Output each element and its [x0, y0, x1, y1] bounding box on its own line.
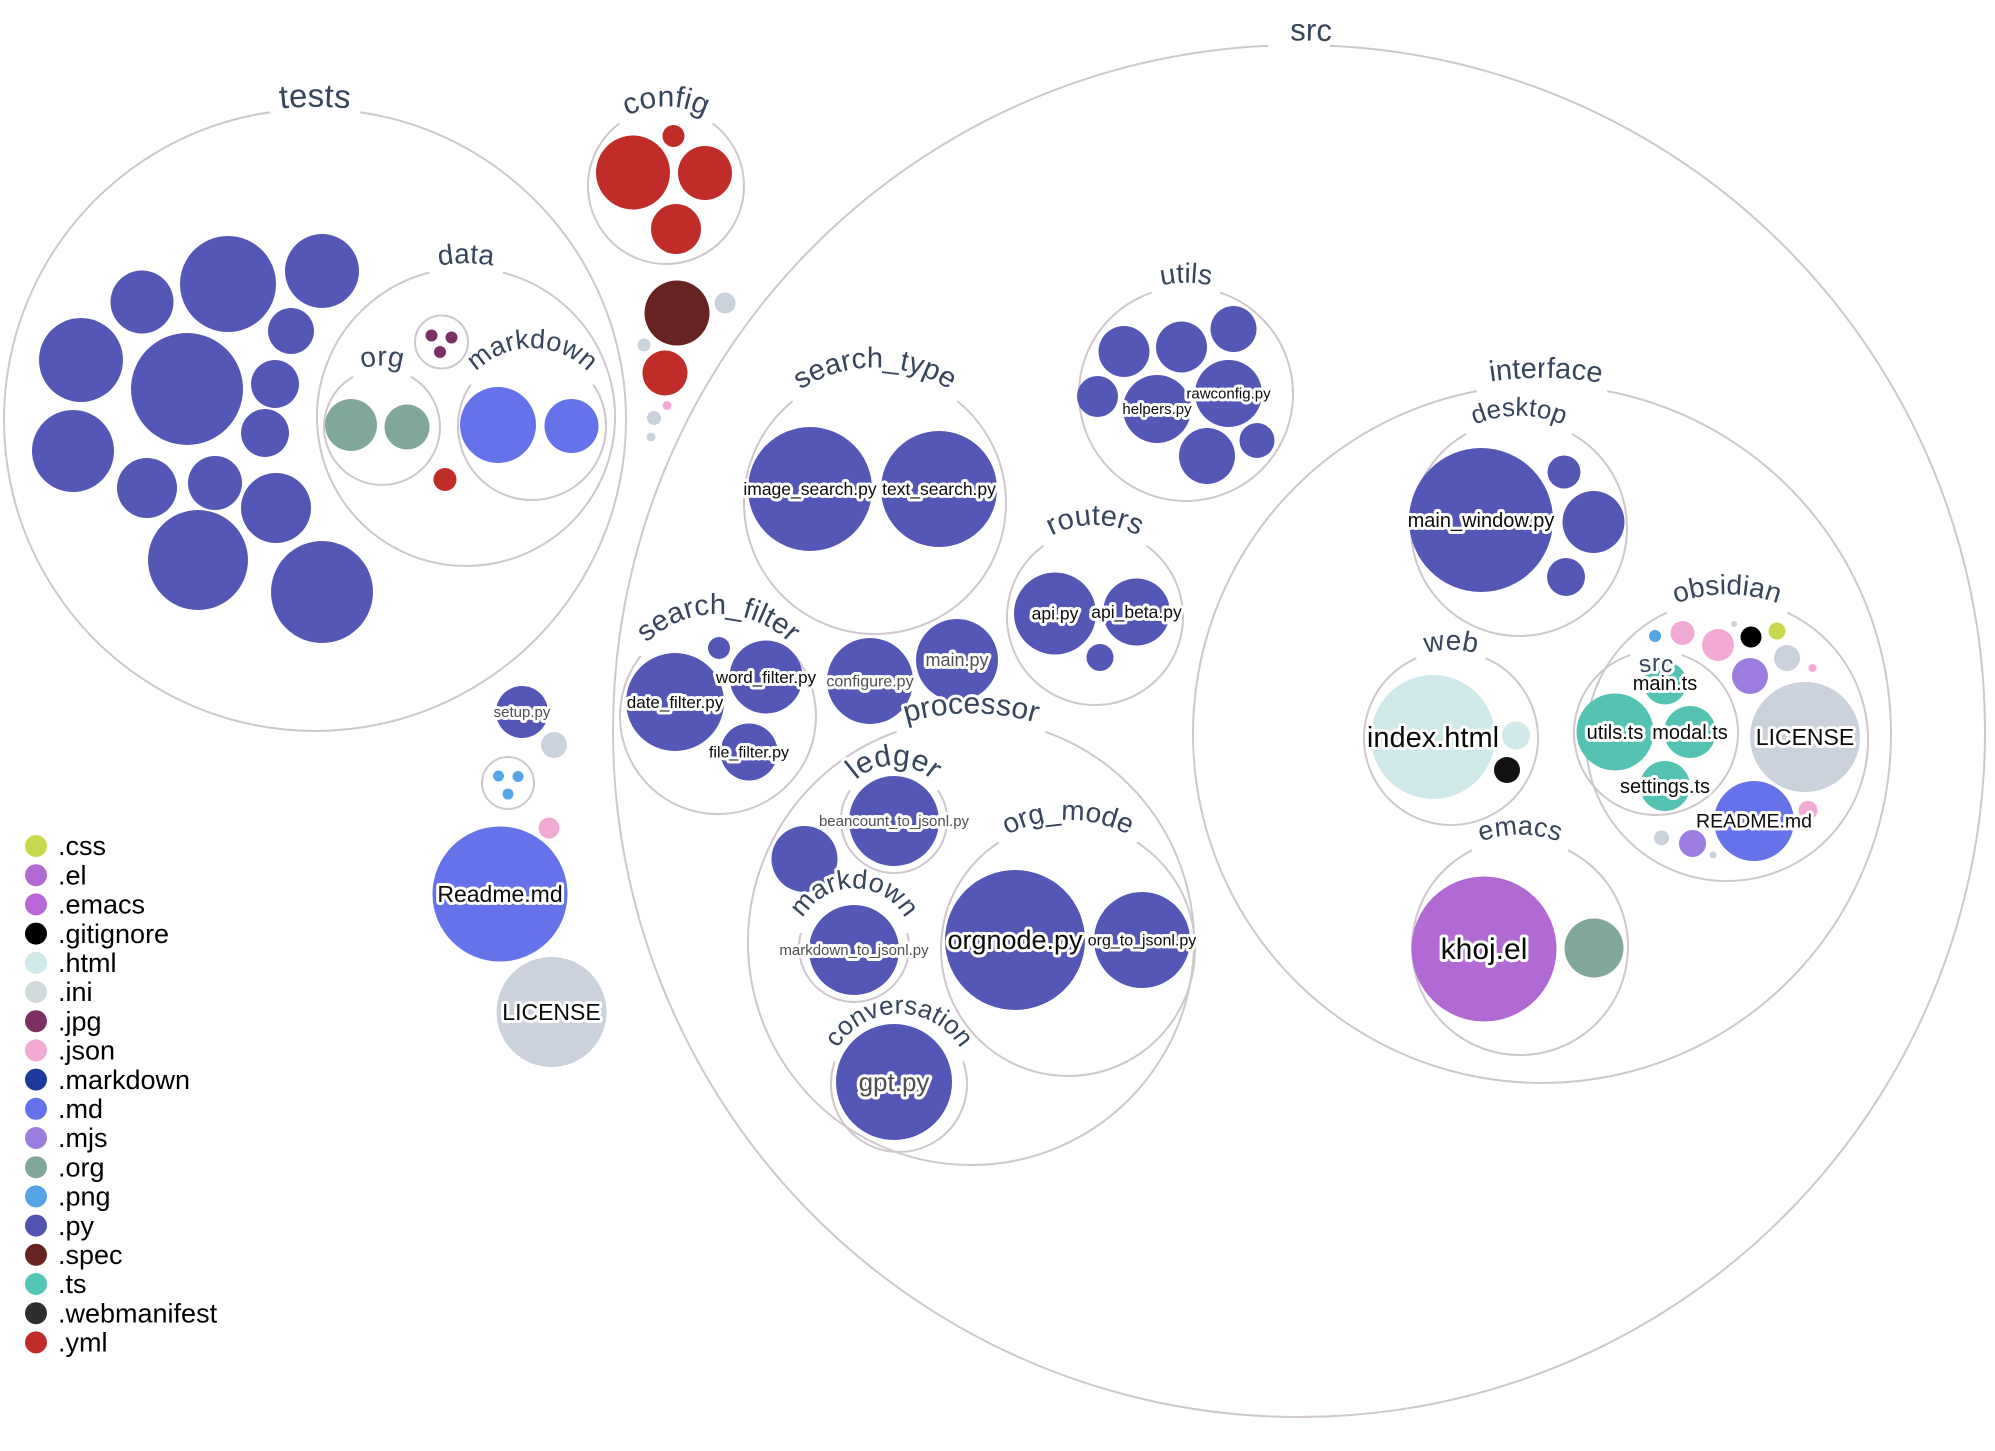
- svg-text:web: web: [1420, 625, 1481, 659]
- svg-text:.md: .md: [58, 1094, 103, 1124]
- svg-text:.ini: .ini: [58, 977, 93, 1007]
- svg-text:LICENSE: LICENSE: [1756, 724, 1854, 750]
- svg-text:.css: .css: [58, 831, 106, 861]
- svg-text:.html: .html: [58, 948, 117, 978]
- svg-text:org_to_jsonl.py: org_to_jsonl.py: [1088, 932, 1197, 949]
- svg-text:.emacs: .emacs: [58, 890, 145, 920]
- svg-text:api.py: api.py: [1032, 603, 1079, 623]
- svg-text:main.py: main.py: [925, 650, 988, 670]
- svg-text:.webmanifest: .webmanifest: [58, 1298, 218, 1328]
- svg-text:.mjs: .mjs: [58, 1123, 108, 1153]
- svg-text:settings.ts: settings.ts: [1620, 776, 1710, 798]
- svg-text:main_window.py: main_window.py: [1408, 510, 1555, 532]
- svg-text:.spec: .spec: [58, 1240, 123, 1270]
- svg-text:.el: .el: [58, 860, 87, 890]
- svg-text:index.html: index.html: [1367, 722, 1499, 754]
- svg-text:interface: interface: [1487, 353, 1605, 390]
- svg-text:main.ts: main.ts: [1633, 673, 1697, 695]
- svg-text:configure.py: configure.py: [826, 673, 913, 690]
- svg-text:.yml: .yml: [58, 1328, 108, 1358]
- svg-text:file_filter.py: file_filter.py: [709, 744, 789, 761]
- svg-text:Readme.md: Readme.md: [437, 881, 562, 907]
- svg-text:.gitignore: .gitignore: [58, 919, 169, 949]
- svg-text:text_search.py: text_search.py: [882, 479, 996, 500]
- svg-text:khoj.el: khoj.el: [1441, 933, 1528, 966]
- svg-text:.png: .png: [58, 1182, 111, 1212]
- svg-text:.org: .org: [58, 1152, 105, 1182]
- svg-text:src: src: [1290, 12, 1332, 48]
- svg-text:orgnode.py: orgnode.py: [947, 925, 1083, 955]
- svg-text:beancount_to_jsonl.py: beancount_to_jsonl.py: [819, 813, 970, 830]
- svg-text:.ts: .ts: [58, 1269, 87, 1299]
- svg-text:utils.ts: utils.ts: [1587, 722, 1644, 744]
- svg-text:utils: utils: [1157, 258, 1214, 292]
- svg-text:data: data: [436, 238, 497, 271]
- svg-text:.json: .json: [58, 1036, 115, 1066]
- svg-text:.markdown: .markdown: [58, 1065, 190, 1095]
- svg-text:api_beta.py: api_beta.py: [1091, 602, 1182, 623]
- svg-text:date_filter.py: date_filter.py: [627, 693, 724, 712]
- svg-text:README.md: README.md: [1696, 811, 1812, 833]
- svg-text:setup.py: setup.py: [494, 704, 551, 721]
- svg-text:modal.ts: modal.ts: [1652, 722, 1728, 744]
- svg-text:helpers.py: helpers.py: [1122, 401, 1192, 418]
- svg-text:tests: tests: [277, 77, 352, 116]
- svg-text:src: src: [1637, 650, 1675, 679]
- svg-text:.jpg: .jpg: [58, 1006, 102, 1036]
- svg-text:org: org: [357, 340, 407, 374]
- svg-text:LICENSE: LICENSE: [502, 999, 600, 1025]
- svg-text:gpt.py: gpt.py: [859, 1067, 930, 1097]
- svg-text:word_filter.py: word_filter.py: [715, 668, 817, 687]
- svg-text:image_search.py: image_search.py: [743, 479, 877, 500]
- svg-text:markdown_to_jsonl.py: markdown_to_jsonl.py: [779, 942, 929, 959]
- svg-text:rawconfig.py: rawconfig.py: [1186, 386, 1271, 403]
- svg-text:.py: .py: [58, 1211, 95, 1241]
